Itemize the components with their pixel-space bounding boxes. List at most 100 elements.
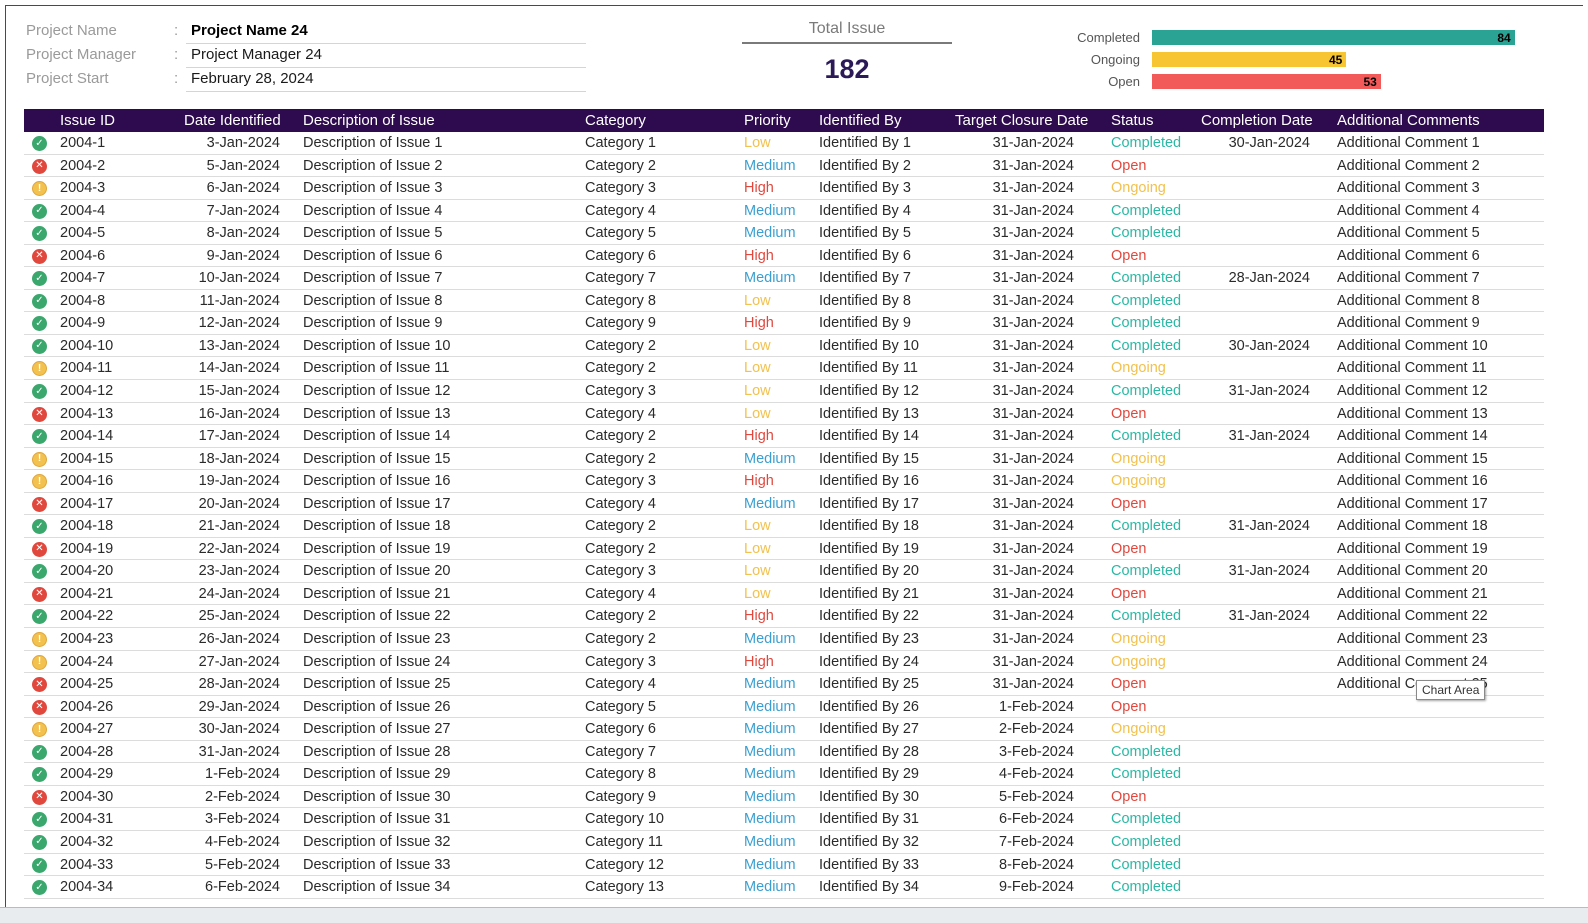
- cell-issue-id[interactable]: 2004-22: [60, 608, 114, 625]
- cell-category[interactable]: Category 13: [585, 879, 664, 896]
- table-row[interactable]: ✓ 2004-7 10-Jan-2024 Description of Issue 7…: [24, 267, 1544, 290]
- cell-description[interactable]: Description of Issue 27: [303, 721, 451, 738]
- cell-category[interactable]: Category 2: [585, 337, 656, 354]
- cell-date-identified[interactable]: 17-Jan-2024: [198, 428, 280, 445]
- cell-issue-id[interactable]: 2004-1: [60, 135, 106, 151]
- cell-priority[interactable]: High: [744, 315, 774, 332]
- cell-identified-by[interactable]: Identified By 31: [819, 811, 919, 828]
- cell-description[interactable]: Description of Issue 8: [303, 292, 443, 309]
- cell-additional-comments[interactable]: Additional Comment 11: [1337, 360, 1487, 377]
- table-row[interactable]: ✓ 2004-9 12-Jan-2024 Description of Issue 9…: [24, 312, 1544, 335]
- cell-additional-comments[interactable]: Additional Comment 4: [1337, 202, 1480, 219]
- table-row[interactable]: ✕ 2004-30 2-Feb-2024 Description of Issue 3…: [24, 786, 1544, 809]
- cell-date-identified[interactable]: 28-Jan-2024: [198, 676, 280, 693]
- cell-completion-date[interactable]: 30-Jan-2024: [1228, 337, 1310, 354]
- cell-identified-by[interactable]: Identified By 9: [819, 315, 911, 332]
- cell-date-identified[interactable]: 25-Jan-2024: [198, 608, 280, 625]
- cell-category[interactable]: Category 2: [585, 450, 656, 467]
- cell-target-closure-date[interactable]: 31-Jan-2024: [992, 315, 1074, 332]
- cell-additional-comments[interactable]: Additional Comment 17: [1337, 495, 1488, 512]
- cell-additional-comments[interactable]: Additional Comment 7: [1337, 270, 1480, 287]
- cell-description[interactable]: Description of Issue 23: [303, 631, 451, 648]
- table-row[interactable]: ✓ 2004-22 25-Jan-2024 Description of Issue …: [24, 605, 1544, 629]
- cell-date-identified[interactable]: 15-Jan-2024: [198, 383, 280, 400]
- cell-issue-id[interactable]: 2004-18: [60, 518, 114, 535]
- cell-priority[interactable]: Low: [744, 337, 771, 354]
- cell-category[interactable]: Category 10: [585, 811, 664, 828]
- cell-date-identified[interactable]: 5-Feb-2024: [205, 856, 280, 873]
- table-row[interactable]: ✓ 2004-5 8-Jan-2024 Description of Issue 5 C…: [24, 222, 1544, 245]
- cell-identified-by[interactable]: Identified By 6: [819, 247, 911, 264]
- cell-additional-comments[interactable]: Additional Comment 10: [1337, 337, 1488, 354]
- cell-description[interactable]: Description of Issue 1: [303, 135, 443, 151]
- cell-description[interactable]: Description of Issue 26: [303, 698, 451, 715]
- cell-additional-comments[interactable]: Additional Comment 16: [1337, 473, 1488, 490]
- cell-priority[interactable]: High: [744, 428, 774, 445]
- cell-date-identified[interactable]: 21-Jan-2024: [198, 518, 280, 535]
- cell-status[interactable]: Ongoing: [1111, 180, 1166, 197]
- cell-date-identified[interactable]: 3-Feb-2024: [205, 811, 280, 828]
- cell-status[interactable]: Completed: [1111, 383, 1182, 400]
- cell-status[interactable]: Completed: [1111, 292, 1182, 309]
- cell-issue-id[interactable]: 2004-5: [60, 225, 106, 242]
- cell-date-identified[interactable]: 29-Jan-2024: [198, 698, 280, 715]
- cell-description[interactable]: Description of Issue 13: [303, 405, 451, 422]
- cell-priority[interactable]: Medium: [744, 202, 796, 219]
- cell-status[interactable]: Completed: [1111, 879, 1182, 896]
- cell-issue-id[interactable]: 2004-9: [60, 315, 106, 332]
- cell-identified-by[interactable]: Identified By 24: [819, 653, 919, 670]
- cell-category[interactable]: Category 8: [585, 766, 656, 783]
- project-name-value[interactable]: Project Name 24: [191, 22, 308, 39]
- cell-identified-by[interactable]: Identified By 34: [819, 879, 919, 896]
- cell-description[interactable]: Description of Issue 6: [303, 247, 443, 264]
- cell-category[interactable]: Category 4: [585, 405, 656, 422]
- cell-category[interactable]: Category 4: [585, 495, 656, 512]
- table-row[interactable]: ✓ 2004-29 1-Feb-2024 Description of Issue 2…: [24, 763, 1544, 786]
- cell-target-closure-date[interactable]: 3-Feb-2024: [999, 743, 1074, 760]
- cell-category[interactable]: Category 3: [585, 473, 656, 490]
- cell-category[interactable]: Category 3: [585, 563, 656, 580]
- cell-target-closure-date[interactable]: 31-Jan-2024: [992, 292, 1074, 309]
- cell-target-closure-date[interactable]: 31-Jan-2024: [992, 157, 1074, 174]
- cell-date-identified[interactable]: 7-Jan-2024: [206, 202, 280, 219]
- table-row[interactable]: ✕ 2004-13 16-Jan-2024 Description of Issue …: [24, 403, 1544, 426]
- cell-category[interactable]: Category 2: [585, 540, 656, 557]
- cell-target-closure-date[interactable]: 4-Feb-2024: [999, 766, 1074, 783]
- cell-priority[interactable]: Low: [744, 563, 771, 580]
- cell-priority[interactable]: Medium: [744, 631, 796, 648]
- header-priority[interactable]: Priority: [744, 112, 791, 129]
- cell-date-identified[interactable]: 19-Jan-2024: [198, 473, 280, 490]
- cell-identified-by[interactable]: Identified By 28: [819, 743, 919, 760]
- cell-issue-id[interactable]: 2004-2: [60, 157, 106, 174]
- cell-identified-by[interactable]: Identified By 5: [819, 225, 911, 242]
- cell-priority[interactable]: High: [744, 180, 774, 197]
- table-row[interactable]: ✕ 2004-21 24-Jan-2024 Description of Issue …: [24, 583, 1544, 606]
- cell-issue-id[interactable]: 2004-30: [60, 788, 114, 805]
- cell-description[interactable]: Description of Issue 12: [303, 383, 451, 400]
- cell-status[interactable]: Completed: [1111, 833, 1182, 850]
- cell-category[interactable]: Category 4: [585, 585, 656, 602]
- table-row[interactable]: ! 2004-3 6-Jan-2024 Description of Issue 3 C…: [24, 177, 1544, 200]
- cell-category[interactable]: Category 2: [585, 360, 656, 377]
- cell-additional-comments[interactable]: Additional Comment 20: [1337, 563, 1488, 580]
- cell-status[interactable]: Open: [1111, 676, 1147, 693]
- cell-category[interactable]: Category 6: [585, 721, 656, 738]
- cell-identified-by[interactable]: Identified By 17: [819, 495, 919, 512]
- cell-issue-id[interactable]: 2004-11: [60, 360, 113, 377]
- cell-status[interactable]: Completed: [1111, 202, 1182, 219]
- cell-additional-comments[interactable]: Additional Comment 21: [1337, 585, 1488, 602]
- cell-date-identified[interactable]: 24-Jan-2024: [198, 585, 280, 602]
- cell-identified-by[interactable]: Identified By 18: [819, 518, 919, 535]
- cell-target-closure-date[interactable]: 31-Jan-2024: [992, 608, 1074, 625]
- cell-description[interactable]: Description of Issue 7: [303, 270, 443, 287]
- cell-issue-id[interactable]: 2004-21: [60, 585, 114, 602]
- cell-identified-by[interactable]: Identified By 20: [819, 563, 919, 580]
- cell-status[interactable]: Open: [1111, 495, 1147, 512]
- cell-status[interactable]: Completed: [1111, 766, 1182, 783]
- cell-date-identified[interactable]: 8-Jan-2024: [206, 225, 280, 242]
- cell-priority[interactable]: Medium: [744, 676, 796, 693]
- cell-description[interactable]: Description of Issue 34: [303, 879, 451, 896]
- cell-priority[interactable]: Medium: [744, 856, 796, 873]
- cell-issue-id[interactable]: 2004-32: [60, 833, 114, 850]
- cell-status[interactable]: Completed: [1111, 337, 1182, 354]
